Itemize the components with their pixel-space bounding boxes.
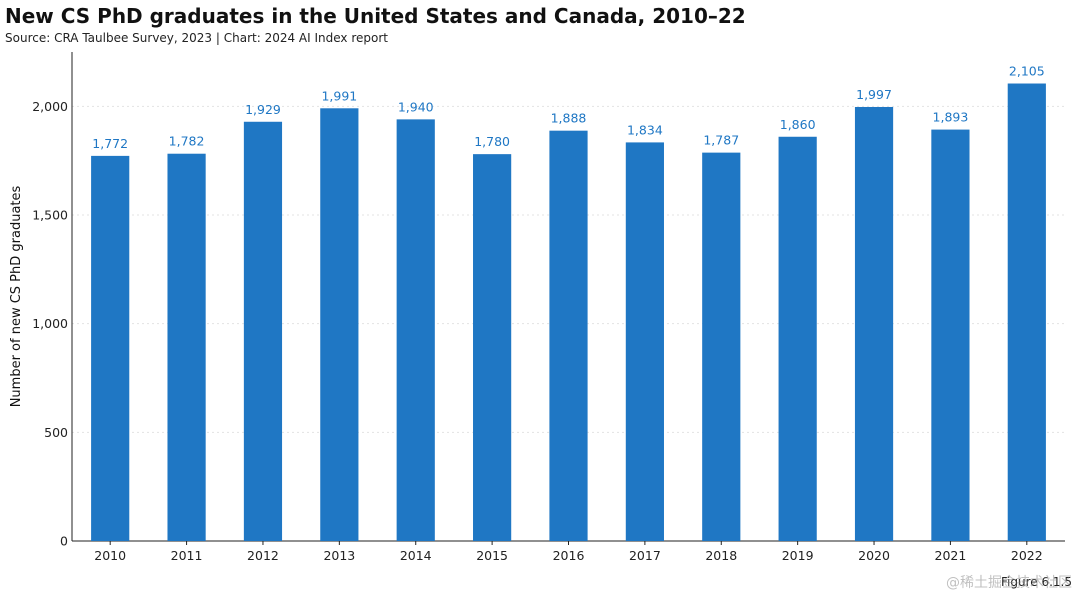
x-tick-label: 2019 (782, 548, 814, 563)
bar (396, 119, 435, 541)
data-label: 1,888 (551, 111, 587, 126)
x-tick-label: 2011 (171, 548, 203, 563)
data-label: 1,997 (856, 87, 892, 102)
y-tick-label: 2,000 (32, 99, 68, 114)
data-label: 1,860 (780, 117, 816, 132)
x-tick-label: 2016 (553, 548, 585, 563)
watermark: @稀土掘金技术社区 (946, 575, 1072, 591)
bar (320, 108, 359, 541)
x-tick-label: 2017 (629, 548, 661, 563)
bar (167, 153, 206, 541)
bar (625, 142, 664, 542)
data-label: 1,929 (245, 102, 281, 117)
data-label: 1,940 (398, 99, 434, 114)
x-tick-label: 2020 (858, 548, 890, 563)
data-label: 1,772 (92, 136, 128, 151)
y-tick-label: 0 (60, 534, 68, 549)
bar (702, 152, 741, 541)
data-label: 1,991 (321, 88, 357, 103)
bar (549, 130, 588, 541)
bar (778, 136, 817, 541)
bar (931, 129, 970, 541)
data-label: 2,105 (1009, 64, 1045, 79)
x-tick-label: 2014 (400, 548, 432, 563)
x-tick-label: 2021 (935, 548, 967, 563)
chart-subtitle: Source: CRA Taulbee Survey, 2023 | Chart… (5, 31, 388, 45)
bar (91, 155, 130, 542)
bar (473, 154, 512, 541)
x-tick-label: 2015 (476, 548, 508, 563)
x-tick-label: 2022 (1011, 548, 1043, 563)
data-label: 1,782 (169, 134, 205, 149)
x-tick-label: 2010 (94, 548, 126, 563)
data-label: 1,893 (933, 110, 969, 125)
y-tick-label: 1,000 (32, 316, 68, 331)
bar (854, 106, 894, 541)
y-tick-label: 1,500 (32, 208, 68, 223)
y-tick-label: 500 (44, 425, 68, 440)
y-axis-title: Number of new CS PhD graduates (9, 185, 24, 407)
data-label: 1,780 (474, 134, 510, 149)
x-tick-label: 2013 (323, 548, 355, 563)
bar (1007, 83, 1046, 541)
x-tick-label: 2012 (247, 548, 279, 563)
data-label: 1,834 (627, 122, 663, 137)
x-tick-label: 2018 (705, 548, 737, 563)
chart-title: New CS PhD graduates in the United State… (5, 4, 746, 28)
data-label: 1,787 (703, 133, 739, 148)
bar (243, 121, 283, 541)
figure-label: Figure 6.1.5 (1001, 575, 1072, 589)
